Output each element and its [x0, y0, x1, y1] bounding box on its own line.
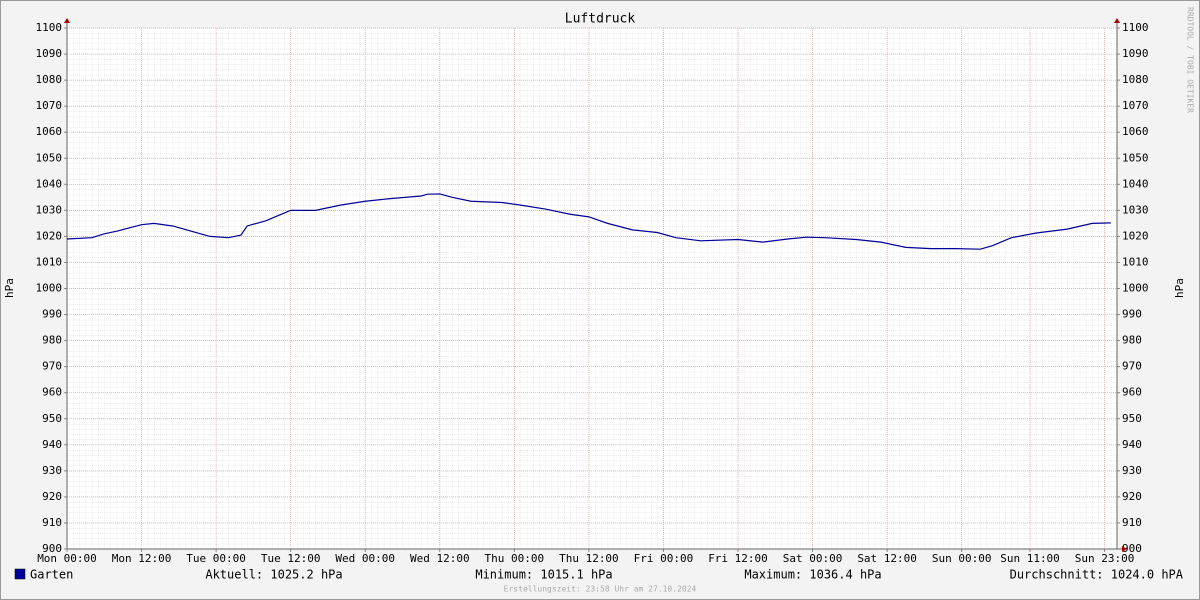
- y2-tick-label: 1060: [1122, 125, 1149, 138]
- y2-tick-label: 1090: [1122, 47, 1149, 60]
- x-tick-label: Fri 12:00: [708, 552, 768, 565]
- x-tick-label: Wed 00:00: [335, 552, 395, 565]
- x-tick-label: Sat 00:00: [783, 552, 843, 565]
- y-tick-label: 1090: [36, 47, 63, 60]
- y2-tick-label: 1070: [1122, 99, 1149, 112]
- y-tick-label: 1080: [36, 73, 63, 86]
- x-tick-label: Mon 12:00: [112, 552, 172, 565]
- y-tick-label: 900: [42, 542, 62, 555]
- x-tick-label: Sun 11:00: [1000, 552, 1060, 565]
- y-tick-label: 1100: [36, 21, 63, 34]
- legend-label: Garten: [30, 568, 73, 582]
- y2-axis-label: hPa: [1173, 278, 1186, 298]
- y-tick-label: 1020: [36, 229, 63, 242]
- y-tick-label: 1060: [36, 125, 63, 138]
- y-axis-label: hPa: [3, 278, 16, 298]
- x-tick-label: Sun 00:00: [932, 552, 992, 565]
- stat-max: Maximum: 1036.4 hPa: [744, 568, 881, 582]
- y2-tick-label: 940: [1122, 438, 1142, 451]
- x-tick-label: Sun 23:00: [1075, 552, 1135, 565]
- y2-tick-label: 980: [1122, 334, 1142, 347]
- x-tick-label: Fri 00:00: [634, 552, 694, 565]
- y2-tick-label: 1000: [1122, 282, 1149, 295]
- y-tick-label: 970: [42, 360, 62, 373]
- y-tick-label: 1050: [36, 151, 63, 164]
- stat-avg: Durchschnitt: 1024.0 hPA: [1010, 568, 1184, 582]
- y2-tick-label: 960: [1122, 386, 1142, 399]
- y2-tick-label: 1040: [1122, 177, 1149, 190]
- y-tick-label: 1030: [36, 203, 63, 216]
- legend-swatch: [14, 568, 26, 580]
- y2-tick-label: 970: [1122, 360, 1142, 373]
- y-tick-label: 980: [42, 334, 62, 347]
- y-tick-label: 920: [42, 490, 62, 503]
- y2-tick-label: 1010: [1122, 255, 1149, 268]
- arrow: [64, 18, 70, 23]
- y-tick-label: 910: [42, 516, 62, 529]
- y2-tick-label: 1020: [1122, 229, 1149, 242]
- chart-title: Luftdruck: [565, 12, 636, 27]
- y-tick-label: 1010: [36, 255, 63, 268]
- y2-tick-label: 1080: [1122, 73, 1149, 86]
- y-tick-label: 960: [42, 386, 62, 399]
- y-tick-label: 1070: [36, 99, 63, 112]
- x-tick-label: Sat 12:00: [857, 552, 917, 565]
- footer: Erstellungszeit: 23:58 Uhr am 27.10.2024: [504, 585, 697, 594]
- x-tick-label: Tue 12:00: [261, 552, 321, 565]
- y-tick-label: 930: [42, 464, 62, 477]
- y-tick-label: 990: [42, 308, 62, 321]
- y2-tick-label: 900: [1122, 542, 1142, 555]
- y2-tick-label: 1030: [1122, 203, 1149, 216]
- watermark: RRDTOOL / TOBI OETIKER: [1186, 7, 1195, 113]
- stat-current: Aktuell: 1025.2 hPa: [205, 568, 342, 582]
- x-tick-label: Tue 00:00: [186, 552, 246, 565]
- y2-tick-label: 1100: [1122, 21, 1149, 34]
- x-tick-label: Thu 12:00: [559, 552, 619, 565]
- y2-tick-label: 1050: [1122, 151, 1149, 164]
- y-tick-label: 940: [42, 438, 62, 451]
- y2-tick-label: 930: [1122, 464, 1142, 477]
- y-tick-label: 1000: [36, 282, 63, 295]
- arrow: [1122, 546, 1127, 552]
- x-tick-label: Thu 00:00: [485, 552, 545, 565]
- y2-tick-label: 950: [1122, 412, 1142, 425]
- x-tick-label: Mon 00:00: [37, 552, 97, 565]
- y2-tick-label: 990: [1122, 308, 1142, 321]
- stat-min: Minimum: 1015.1 hPa: [475, 568, 612, 582]
- arrow: [1114, 18, 1120, 23]
- y-tick-label: 950: [42, 412, 62, 425]
- y2-tick-label: 910: [1122, 516, 1142, 529]
- series-line: [66, 193, 1111, 250]
- plot-layer: 900 900 910 910 920 920 930 930 940 940 950 950 960 9…: [36, 18, 1149, 565]
- x-tick-label: Wed 12:00: [410, 552, 470, 565]
- y2-tick-label: 920: [1122, 490, 1142, 503]
- y-tick-label: 1040: [36, 177, 63, 190]
